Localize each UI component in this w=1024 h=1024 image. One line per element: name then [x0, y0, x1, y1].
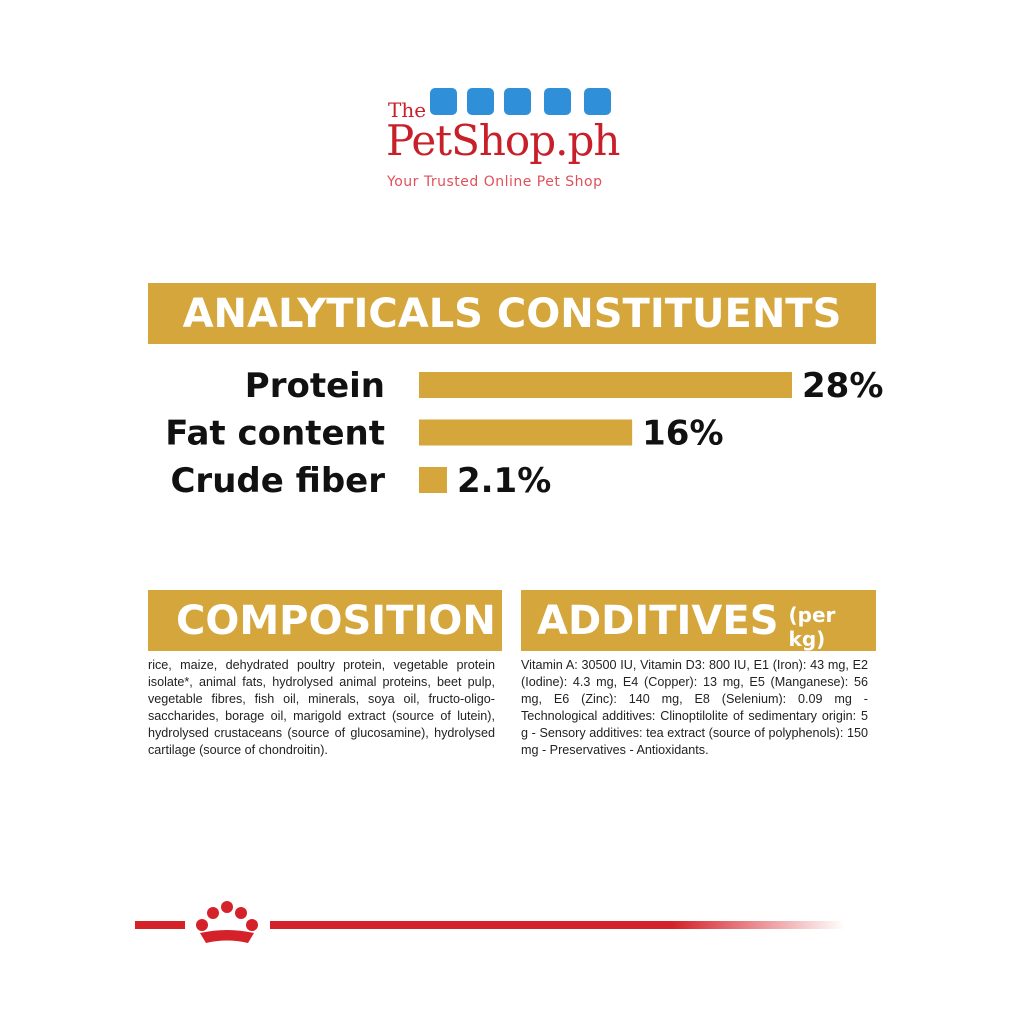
additives-unit: (per kg)	[788, 602, 836, 651]
bar	[419, 372, 792, 398]
category-label: Fat content	[165, 414, 385, 454]
category-label: Protein	[245, 366, 385, 406]
composition-title: COMPOSITION	[148, 590, 502, 651]
additives-text: Vitamin A: 30500 IU, Vitamin D3: 800 IU,…	[521, 658, 868, 757]
value-label: 16%	[642, 414, 723, 454]
logo-the: The	[388, 98, 427, 122]
logo-tagline: Your Trusted Online Pet Shop	[387, 174, 603, 190]
logo-name: PetShop.ph	[386, 116, 620, 165]
bar	[419, 467, 447, 493]
logo-icon	[544, 88, 571, 115]
bar	[419, 419, 633, 446]
additives-heading: ADDITIVES	[537, 597, 779, 644]
footer-decoration	[135, 901, 845, 943]
chart: Protein 28% Fat content 16% Crude fiber 2.1%	[165, 366, 883, 501]
logo-icon	[584, 88, 611, 115]
value-label: 2.1%	[457, 461, 551, 501]
logo-icon	[467, 88, 494, 115]
composition-text: rice, maize, dehydrated poultry protein,…	[148, 658, 495, 757]
logo-icon	[430, 88, 457, 115]
chart-title: ANALYTICALS CONSTITUENTS	[148, 283, 876, 344]
value-label: 28%	[802, 366, 883, 406]
additives-title: ADDITIVES (per kg)	[521, 590, 876, 651]
logo-icon	[504, 88, 531, 115]
category-label: Crude fiber	[170, 461, 385, 501]
